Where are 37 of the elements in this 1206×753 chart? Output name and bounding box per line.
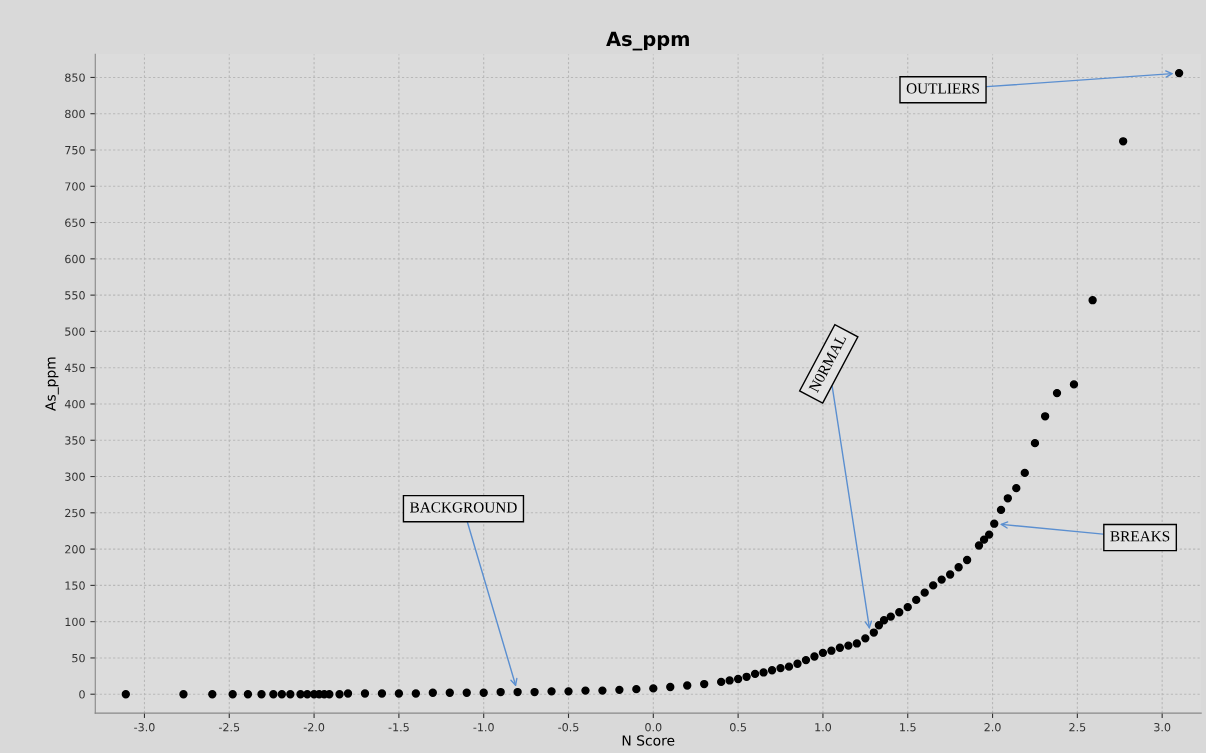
x-tick-label: -1.5: [388, 723, 409, 732]
x-tick-label: 0.5: [730, 723, 746, 732]
annotation: BREAKS: [1110, 531, 1170, 542]
y-tick-label: 550: [65, 291, 85, 300]
x-tick-label: 3.0: [1154, 723, 1171, 732]
y-tick-label: 650: [65, 218, 85, 227]
y-axis-title: As_ppm: [45, 357, 59, 411]
annotation: BACKGROUND: [409, 502, 517, 513]
x-tick-label: 1.5: [900, 723, 916, 732]
y-tick-label: 100: [65, 617, 85, 627]
y-tick-label: 50: [72, 653, 85, 663]
x-tick-label: -3.0: [134, 723, 155, 732]
y-tick-label: 250: [65, 508, 85, 518]
y-tick-label: 750: [65, 145, 85, 155]
y-tick-label: 800: [65, 109, 85, 119]
y-tick-label: 500: [65, 327, 85, 336]
x-tick-label: 2.0: [984, 723, 1001, 732]
x-tick-label: -0.5: [558, 723, 579, 732]
x-tick-label: 1.0: [815, 723, 832, 732]
y-tick-label: 300: [65, 472, 85, 481]
y-tick-label: 150: [65, 581, 85, 590]
x-tick-label: 0.0: [645, 723, 662, 732]
y-tick-label: 0: [79, 690, 85, 699]
y-tick-label: 850: [65, 73, 85, 82]
annotation: OUTLIERS: [906, 83, 979, 94]
x-axis-title: N Score: [622, 735, 675, 746]
y-tick-label: 400: [64, 399, 85, 409]
x-tick-label: -1.0: [473, 723, 494, 732]
y-tick-label: 450: [64, 363, 85, 373]
chart-title: As_ppm: [606, 31, 689, 51]
x-tick-label: -2.0: [303, 723, 325, 732]
y-tick-label: 350: [65, 436, 85, 445]
y-tick-label: 700: [65, 182, 85, 191]
y-tick-label: 600: [65, 254, 85, 264]
x-tick-label: -2.5: [218, 723, 240, 732]
y-tick-label: 200: [65, 545, 85, 554]
x-tick-label: 2.5: [1069, 723, 1086, 732]
